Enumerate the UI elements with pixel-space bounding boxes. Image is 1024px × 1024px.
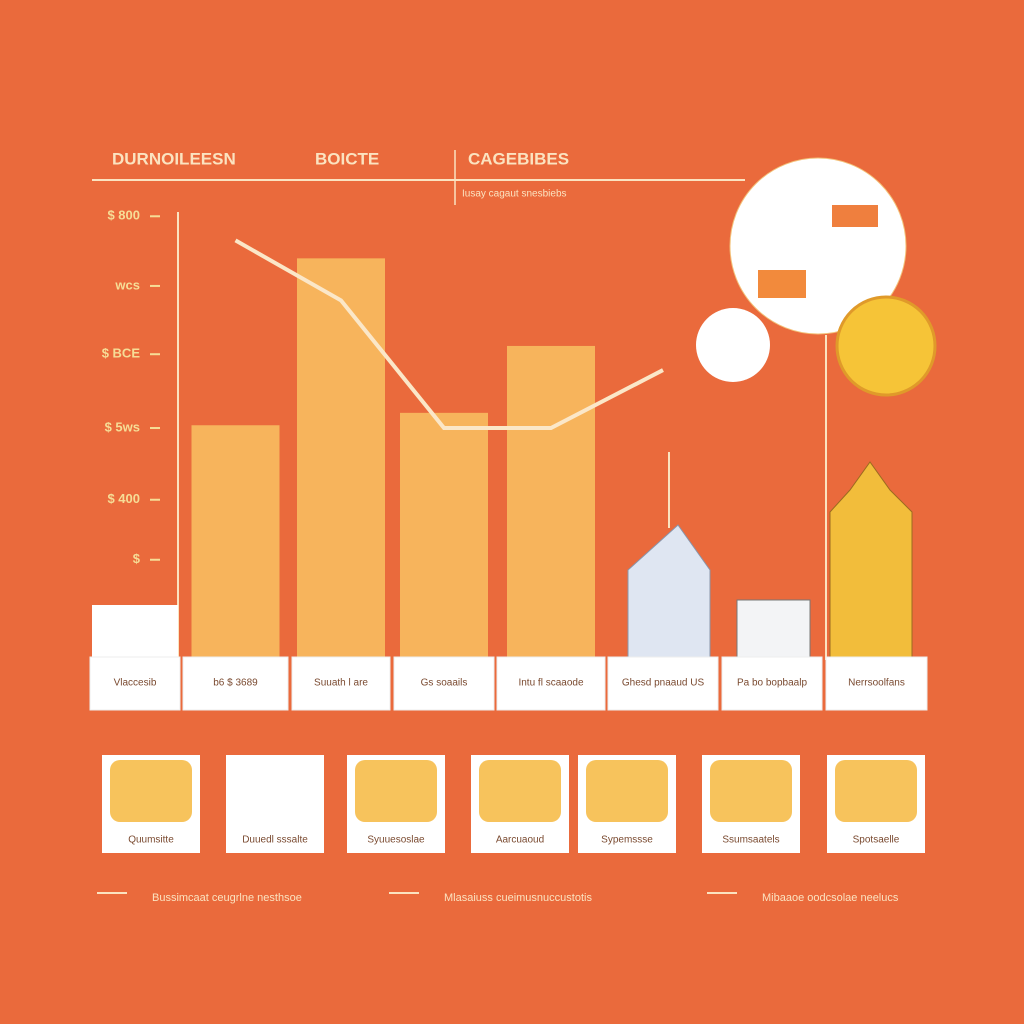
side-title: CAGEBIBES — [468, 149, 569, 168]
y-tick-label: $ — [133, 551, 141, 566]
line — [234, 238, 664, 431]
x-tick-label: Intu fl scaaode — [518, 678, 583, 689]
y-tick-label: $ BCE — [102, 346, 141, 361]
category-box — [291, 656, 391, 711]
category-box — [393, 656, 495, 711]
x-tick-label: Gs soaails — [421, 678, 468, 689]
legend-text: Bussimcaat ceugrlne nesthsoe — [152, 892, 302, 904]
x-tick-label: Vlaccesib — [114, 678, 157, 689]
x-tick-label: Suuath l are — [314, 678, 368, 689]
badge-circle — [696, 308, 770, 382]
card-caption: Spotsaelle — [853, 835, 900, 846]
card-image — [479, 760, 561, 822]
category-box — [825, 656, 928, 711]
chart-subtitle: BOICTE — [315, 149, 379, 168]
category-box — [89, 656, 181, 711]
card-image — [835, 760, 917, 822]
building-icon — [736, 599, 811, 658]
card-caption: Aarcuaoud — [496, 835, 544, 846]
bar — [297, 258, 385, 657]
category-box — [182, 656, 289, 711]
legend-text: Mibaaoe oodcsolae neelucs — [762, 892, 899, 904]
coin — [835, 295, 937, 397]
card-caption: Duuedl sssalte — [242, 835, 308, 846]
card-image — [110, 760, 192, 822]
category-box — [496, 656, 606, 711]
legend-text: Mlasaiuss cueimusnuccustotis — [444, 892, 592, 904]
category-box — [721, 656, 823, 711]
card-image — [710, 760, 792, 822]
card-caption: Quumsitte — [128, 835, 174, 846]
bar — [400, 412, 488, 657]
bar — [191, 425, 280, 657]
card-caption: Sypemssse — [601, 835, 653, 846]
x-tick-label: Pa bo bopbaalp — [737, 678, 808, 689]
x-tick-label: b6 $ 3689 — [213, 678, 258, 689]
y-tick-label: $ 400 — [107, 491, 140, 506]
x-tick-label: Nerrsoolfans — [848, 678, 905, 689]
y-tick-label: $ 800 — [107, 208, 140, 223]
card-image — [355, 760, 437, 822]
card-image — [586, 760, 668, 822]
x-tick-label: Ghesd pnaaud US — [622, 678, 705, 689]
card-image — [234, 760, 316, 822]
side-subtitle: Iusay cagaut snesbiebs — [462, 189, 567, 200]
y-tick-label: wcs — [114, 277, 140, 292]
decorations — [92, 157, 937, 661]
building-icon — [627, 524, 711, 658]
building-icon — [92, 605, 178, 657]
chart-title: DURNOILEESN — [112, 149, 236, 168]
y-tick-label: $ 5ws — [105, 419, 140, 434]
category-box — [607, 656, 719, 711]
bar — [507, 345, 595, 657]
badge-icon — [758, 270, 806, 298]
card-caption: Syuuesoslae — [367, 835, 425, 846]
badge-icon — [832, 205, 878, 227]
card-caption: Ssumsaatels — [722, 835, 779, 846]
